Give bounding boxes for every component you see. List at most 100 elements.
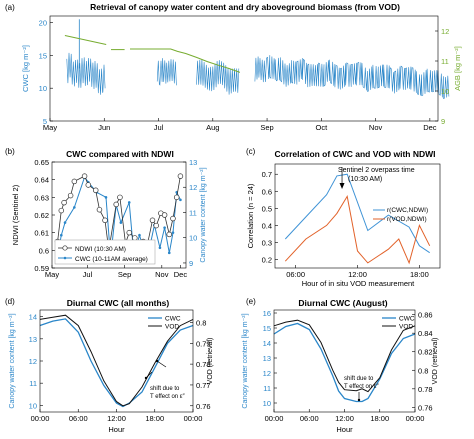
xtick-label-a: Oct <box>315 123 328 132</box>
ytick-label-b: 0.64 <box>34 176 49 185</box>
ytick-label-d: 14 <box>29 313 37 322</box>
ndwi-point-b <box>117 194 123 201</box>
ytick-label-a: 5 <box>43 117 47 126</box>
ndwi-point-b <box>85 182 92 188</box>
annotation-arrow-d <box>156 360 167 368</box>
ndwi-point-b <box>102 217 108 224</box>
cwc-point-b <box>158 246 162 250</box>
xtick-label-a: May <box>43 123 57 132</box>
title-a: Retrieval of canopy water content and dr… <box>90 2 400 12</box>
corr-vod-series <box>284 195 431 265</box>
ytick-label-c: 0.3 <box>262 238 272 247</box>
y2tick-label-b: 10 <box>189 234 197 243</box>
vod-series-e <box>273 319 416 393</box>
panel-label-d: (d) <box>5 297 15 306</box>
ytick-label-e: 13 <box>263 354 271 363</box>
legend-label-cwc-d: CWC <box>165 316 181 323</box>
xtick-label-b: Sep <box>118 270 131 279</box>
cwc-point-b <box>127 201 131 204</box>
ytick-label-a: 15 <box>39 51 47 60</box>
y2label-a: AGB [kg m⁻²] <box>453 46 462 91</box>
cwc-point-b <box>119 221 123 224</box>
ytick-label-e: 16 <box>263 309 271 318</box>
ytick-label-a: 10 <box>39 84 47 93</box>
ndwi-point-b <box>166 231 173 238</box>
ndwi-point-b <box>92 187 99 194</box>
xtick-label-a: Jul <box>154 123 164 132</box>
ytick-label-c: 0.4 <box>262 221 272 230</box>
ytick-label-b: 0.62 <box>34 211 49 220</box>
cwc-point-b <box>73 206 76 209</box>
legend-label-vod-e: VOD <box>399 324 413 331</box>
cwc-point-b <box>171 231 175 234</box>
ndwi-point-b <box>67 192 74 199</box>
ytick-label-d: 11 <box>29 379 37 388</box>
xtick-label-a: Aug <box>206 123 219 132</box>
y2tick-label-d: 0.8 <box>196 318 206 327</box>
y2tick-label-b: 13 <box>189 158 197 167</box>
xlabel-e: Hour <box>336 425 353 434</box>
legend-marker-cwc <box>63 256 67 260</box>
cwc-point-b <box>179 198 182 202</box>
y2tick-label-e: 0.78 <box>418 385 433 394</box>
ndwi-point-b <box>170 215 176 222</box>
legend-label-ndwi: NDWI (10:30 AM) <box>75 246 126 253</box>
xtick-label-e: 00:00 <box>265 414 284 423</box>
ytick-label-c: 0.5 <box>262 204 272 213</box>
y2tick-label-e: 0.86 <box>418 311 433 320</box>
cwc-series-segment <box>156 58 177 86</box>
y2tick-label-e: 0.8 <box>418 366 428 375</box>
title-e: Diurnal CWC (August) <box>298 298 387 308</box>
ylabel-c: Correlation (n = 24) <box>246 183 255 248</box>
ylabel-a: CWC [kg m⁻²] <box>21 45 30 92</box>
ytick-label-e: 15 <box>263 324 271 333</box>
ndwi-point-b <box>58 207 65 214</box>
legend-marker-ndwi <box>62 245 68 251</box>
agb-series-segment <box>64 35 107 45</box>
legend-label-corr-vod: r(VOD,NDWI) <box>387 216 427 223</box>
xtick-label-e: 06:00 <box>300 414 319 423</box>
ylabel-b: NDWI (Sentinel 2) <box>11 184 20 245</box>
xtick-label-c: 12:00 <box>348 270 367 279</box>
ytick-label-c: 0.2 <box>262 255 272 264</box>
ytick-label-b: 0.61 <box>34 229 49 238</box>
y2tick-label-a: 12 <box>441 27 449 36</box>
ytick-label-e: 10 <box>263 399 271 408</box>
cwc-series-b <box>57 176 181 261</box>
cwc-point-b <box>167 251 171 255</box>
ndwi-point-b <box>161 212 168 218</box>
panel-label-c: (c) <box>246 147 256 156</box>
annotation-c-2: (10:30 AM) <box>348 176 382 183</box>
ndwi-point-b <box>126 229 132 236</box>
xlabel-d: Hour <box>108 425 125 434</box>
xtick-label-b: Dec <box>174 270 188 279</box>
cwc-point-b <box>63 221 67 224</box>
legend-label-cwc: CWC (10-11AM average) <box>75 256 148 263</box>
y2tick-label-d: 0.77 <box>196 381 211 390</box>
annotation-d: shift due to <box>150 386 180 392</box>
xtick-label-a: Nov <box>369 123 383 132</box>
xtick-label-a: Sep <box>260 123 273 132</box>
y2tick-label-a: 9 <box>441 117 445 126</box>
cwc-series-segment <box>66 52 106 95</box>
ytick-label-c: 0.7 <box>262 170 272 179</box>
xtick-label-d: 00:00 <box>184 414 203 423</box>
ylabel-e: Canopy water content [kg m⁻²] <box>242 313 249 408</box>
annotation-e: shift due to <box>344 376 374 382</box>
annotation-arrowhead-d <box>155 359 159 363</box>
title-b: CWC compared with NDWI <box>66 149 174 159</box>
y2label-d: VOD (retrieval) <box>207 338 214 385</box>
agb-series-segment <box>130 48 241 73</box>
ndwi-point-b <box>113 201 119 208</box>
panel-label-e: (e) <box>246 297 256 306</box>
ytick-label-a: 20 <box>39 19 47 28</box>
y2tick-label-d: 0.78 <box>196 360 211 369</box>
xtick-label-e: 00:00 <box>406 414 425 423</box>
axes-a <box>49 15 439 122</box>
ytick-label-e: 12 <box>263 369 271 378</box>
ndwi-point-b <box>71 178 78 185</box>
ndwi-point-b <box>149 217 156 224</box>
title-c: Correlation of CWC and VOD with NDWI <box>274 149 435 159</box>
panel-label-a: (a) <box>5 3 15 12</box>
